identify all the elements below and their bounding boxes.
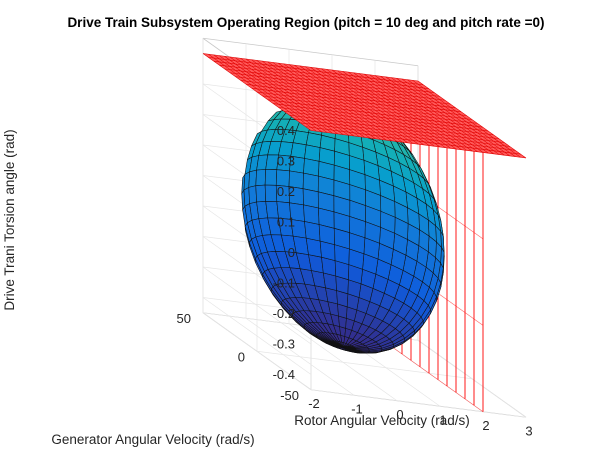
red-plane-line (208, 57, 424, 86)
surface-patch (255, 169, 266, 186)
x-tick-label: -2 (308, 396, 320, 411)
red-plane-line (224, 68, 440, 97)
grid-line (256, 350, 473, 380)
surface-patch (349, 232, 366, 255)
red-plane-line (262, 95, 478, 124)
surface-patch (248, 185, 257, 204)
z-tick-label: 0.3 (277, 154, 295, 169)
red-plane-line (246, 84, 462, 113)
x-tick-label: 2 (482, 418, 489, 433)
red-plane-line (202, 53, 419, 82)
red-plane-line (240, 80, 456, 109)
y-tick-label: 0 (238, 349, 245, 364)
red-plane-line (278, 107, 494, 136)
red-plane-line (294, 118, 510, 147)
z-tick-label: -0.4 (273, 367, 295, 382)
y-tick-label: -50 (280, 388, 299, 403)
red-horizontal-plane (202, 53, 527, 159)
z-tick-label: 0.4 (277, 123, 295, 138)
red-plane-line (213, 60, 429, 89)
surface-patch (304, 221, 321, 242)
red-plane-line (273, 103, 489, 132)
z-tick-label: -0.2 (273, 306, 295, 321)
z-tick-label: 0.1 (277, 215, 295, 230)
box-edge (202, 37, 419, 67)
surface-patch (264, 184, 278, 202)
x-axis-label: Rotor Angular Velocity (rad/s) (294, 413, 470, 428)
x-tick-label: -1 (351, 401, 363, 416)
red-plane-line (229, 72, 446, 101)
red-plane-line (283, 110, 500, 140)
y-axis-label: Generator Angular Velocity (rad/s) (51, 432, 254, 447)
chart-title: Drive Train Subsystem Operating Region (… (67, 15, 544, 30)
z-tick-label: 0.2 (277, 184, 295, 199)
x-tick-label: 1 (439, 412, 446, 427)
red-plane-line (305, 126, 521, 155)
grid-line (310, 389, 527, 418)
surface-patch (248, 169, 257, 188)
y-tick-label: 50 (177, 311, 191, 326)
red-plane-line (267, 99, 483, 128)
z-tick-label: -0.1 (273, 276, 295, 291)
red-plane-line (256, 91, 473, 120)
red-plane-line (289, 114, 505, 143)
surface-patch (264, 169, 278, 186)
red-plane-line (235, 76, 451, 105)
red-plane-line (251, 87, 467, 116)
red-plane-line (310, 130, 527, 159)
z-axis-label: Drive Trani Torsion angle (rad) (2, 129, 17, 310)
x-tick-label: 0 (396, 407, 403, 422)
x-tick-label: 3 (525, 423, 532, 438)
z-tick-label: 0 (288, 245, 295, 260)
red-plane-line (300, 122, 516, 151)
surface-patch (255, 184, 266, 203)
tick-labels: -0.4 -0.3 -0.2 -0.1 0 0.1 0.2 0.3 0.4 -2 -1 0 1 2 3 -50… (177, 123, 533, 438)
z-tick-label: -0.3 (273, 337, 295, 352)
surface-patch (292, 130, 309, 146)
red-plane-line (219, 64, 435, 93)
